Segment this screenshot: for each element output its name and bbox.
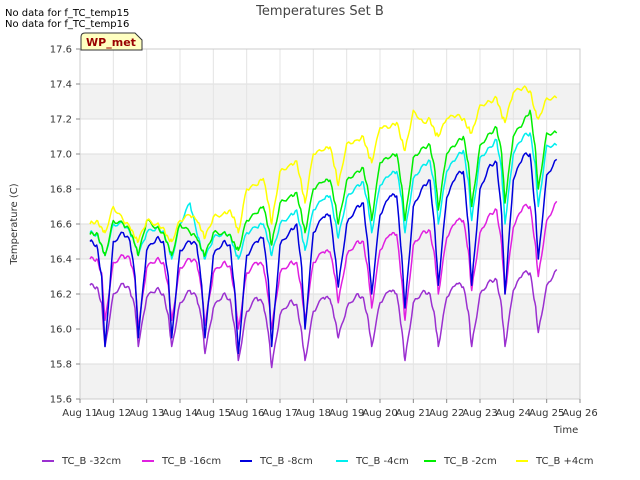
x-tick-label: Aug 14 [162, 408, 197, 419]
site-badge: WP_met [80, 32, 143, 51]
y-tick-label: 15.6 [50, 395, 72, 406]
legend: TC_B -32cm TC_B -16cm TC_B -8cm TC_B -4cm TC… [42, 456, 594, 467]
series-line-1 [89, 268, 558, 369]
plot-band [80, 329, 580, 364]
y-tick-label: 16.2 [50, 290, 72, 301]
y-tick-label: 16.0 [50, 325, 72, 336]
series-lines [89, 85, 558, 369]
series-line-6 [89, 85, 558, 244]
x-tick-label: Aug 11 [62, 408, 97, 419]
x-tick-label: Aug 23 [462, 408, 497, 419]
plot-band [80, 364, 580, 399]
y-axis-ticks: 15.6 15.8 16.0 16.2 16.4 16.6 16.8 17.0 17.2 17.4… [50, 45, 80, 406]
y-tick-label: 16.4 [50, 255, 72, 266]
plot-band [80, 154, 580, 189]
x-tick-label: Aug 16 [229, 408, 264, 419]
plot-band [80, 49, 580, 84]
y-axis-label: Temperature (C) [9, 183, 20, 265]
no-data-note-1: No data for f_TC_temp15 [5, 8, 130, 19]
legend-label: TC_B -16cm [161, 456, 221, 467]
y-tick-label: 17.6 [50, 45, 72, 56]
plot-band [80, 84, 580, 119]
y-tick-label: 17.2 [50, 115, 72, 126]
y-tick-label: 16.6 [50, 220, 72, 231]
legend-label: TC_B -2cm [443, 456, 497, 467]
x-tick-label: Aug 26 [562, 408, 597, 419]
x-tick-label: Aug 20 [362, 408, 397, 419]
x-tick-label: Aug 19 [329, 408, 364, 419]
site-badge-label: WP_met [86, 36, 136, 49]
x-tick-label: Aug 12 [96, 408, 131, 419]
x-tick-label: Aug 25 [529, 408, 564, 419]
x-tick-label: Aug 13 [129, 408, 164, 419]
legend-label: TC_B -32cm [61, 456, 121, 467]
y-tick-label: 17.4 [50, 80, 72, 91]
series-line-3 [89, 152, 558, 355]
x-tick-label: Aug 17 [262, 408, 297, 419]
x-tick-label: Aug 24 [496, 408, 531, 419]
series-line-5 [89, 109, 558, 257]
x-tick-label: Aug 22 [429, 408, 464, 419]
x-tick-label: Aug 21 [396, 408, 431, 419]
x-tick-label: Aug 18 [296, 408, 331, 419]
y-tick-label: 15.8 [50, 360, 72, 371]
no-data-note-2: No data for f_TC_temp16 [5, 19, 130, 30]
x-tick-label: Aug 15 [196, 408, 231, 419]
y-tick-label: 17.0 [50, 150, 72, 161]
legend-label: TC_B -8cm [259, 456, 313, 467]
x-axis-label: Time [553, 425, 578, 436]
series-line-2 [89, 200, 558, 330]
legend-label: TC_B +4cm [535, 456, 594, 467]
legend-label: TC_B -4cm [355, 456, 409, 467]
chart-title: Temperatures Set B [255, 4, 384, 19]
y-tick-label: 16.8 [50, 185, 72, 196]
